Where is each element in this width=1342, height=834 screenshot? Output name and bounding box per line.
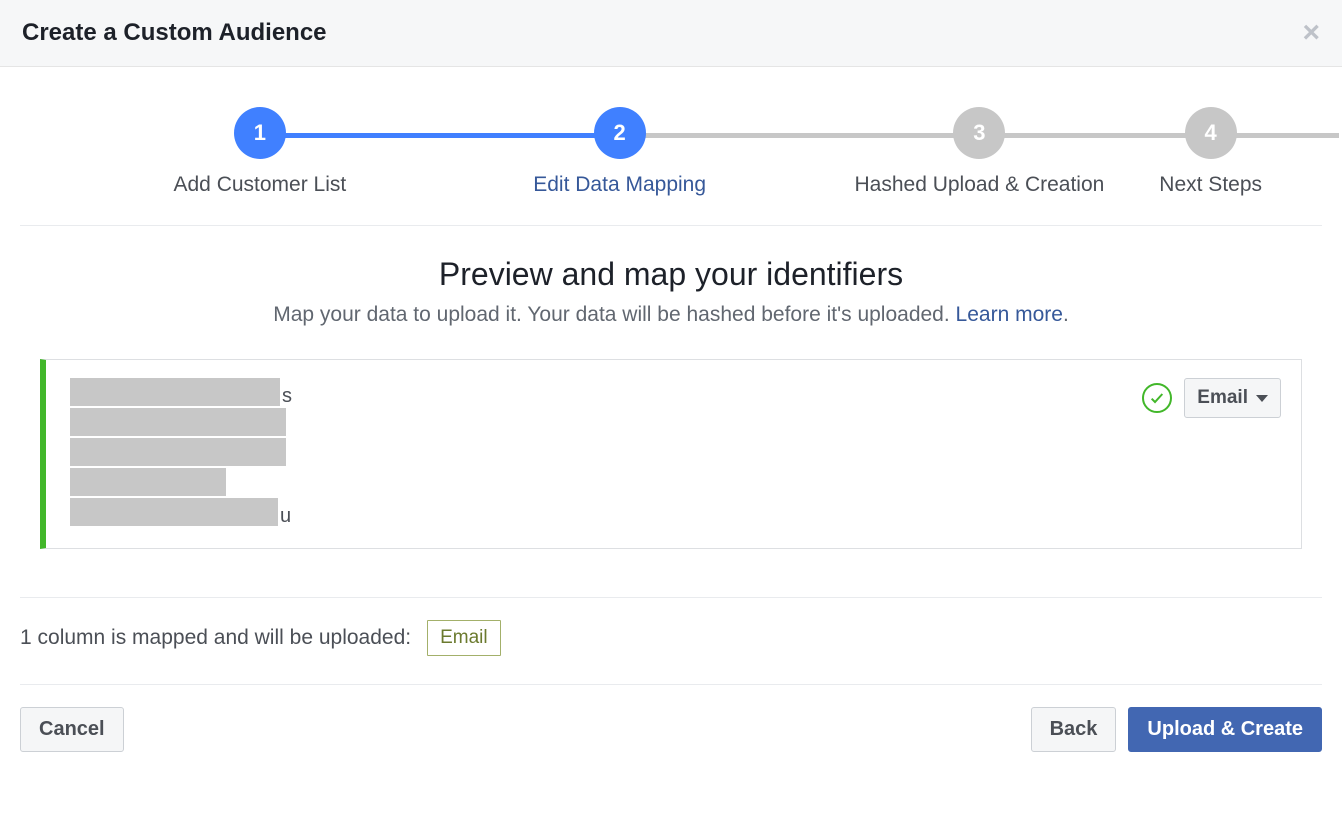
modal-content: 1 Add Customer List 2 Edit Data Mapping … — [0, 67, 1342, 762]
redacted-row — [70, 408, 286, 436]
step-connector — [260, 133, 620, 138]
step-1[interactable]: 1 Add Customer List — [80, 107, 440, 197]
modal-title: Create a Custom Audience — [22, 19, 327, 47]
footer: Cancel Back Upload & Create — [0, 685, 1342, 762]
step-connector — [979, 133, 1339, 138]
footer-right: Back Upload & Create — [1031, 707, 1322, 752]
stepper: 1 Add Customer List 2 Edit Data Mapping … — [20, 67, 1322, 226]
data-preview-column: s u — [70, 378, 292, 526]
subtitle-suffix: . — [1063, 303, 1069, 326]
chevron-down-icon — [1256, 395, 1268, 402]
mapped-text: 1 column is mapped and will be uploaded: — [20, 626, 411, 650]
stray-char: u — [280, 505, 291, 528]
mapping-select[interactable]: Email — [1184, 378, 1281, 418]
step-circle: 4 — [1185, 107, 1237, 159]
step-circle: 3 — [953, 107, 1005, 159]
back-button[interactable]: Back — [1031, 707, 1117, 752]
step-label: Hashed Upload & Creation — [855, 173, 1105, 197]
heading-area: Preview and map your identifiers Map you… — [0, 226, 1342, 349]
data-blocks — [70, 408, 292, 496]
data-blocks — [70, 378, 280, 406]
redacted-row — [70, 438, 286, 466]
step-circle: 1 — [234, 107, 286, 159]
mapping-select-label: Email — [1197, 387, 1248, 409]
stray-char: s — [282, 385, 292, 408]
subtitle-text: Map your data to upload it. Your data wi… — [273, 303, 955, 326]
modal-header: Create a Custom Audience × — [0, 0, 1342, 67]
step-circle: 2 — [594, 107, 646, 159]
redacted-row — [70, 378, 280, 406]
step-4[interactable]: 4 Next Steps — [1159, 107, 1262, 197]
page-title: Preview and map your identifiers — [40, 256, 1302, 293]
step-2[interactable]: 2 Edit Data Mapping — [440, 107, 800, 197]
modal: Create a Custom Audience × 1 Add Custome… — [0, 0, 1342, 834]
mapped-tag: Email — [427, 620, 501, 656]
check-icon — [1142, 383, 1172, 413]
step-label: Edit Data Mapping — [533, 173, 706, 197]
step-3[interactable]: 3 Hashed Upload & Creation — [800, 107, 1160, 197]
close-icon[interactable]: × — [1302, 18, 1320, 48]
step-label: Next Steps — [1159, 173, 1262, 197]
page-subtitle: Map your data to upload it. Your data wi… — [40, 303, 1302, 327]
mapping-controls: Email — [1142, 378, 1281, 418]
redacted-row — [70, 468, 226, 496]
preview-card: s u Email — [40, 359, 1302, 549]
upload-create-button[interactable]: Upload & Create — [1128, 707, 1322, 752]
cancel-button[interactable]: Cancel — [20, 707, 124, 752]
step-label: Add Customer List — [174, 173, 347, 197]
learn-more-link[interactable]: Learn more — [956, 303, 1063, 326]
redacted-row — [70, 498, 278, 526]
data-blocks — [70, 498, 278, 526]
mapped-summary: 1 column is mapped and will be uploaded:… — [20, 597, 1322, 685]
step-connector — [620, 133, 980, 138]
